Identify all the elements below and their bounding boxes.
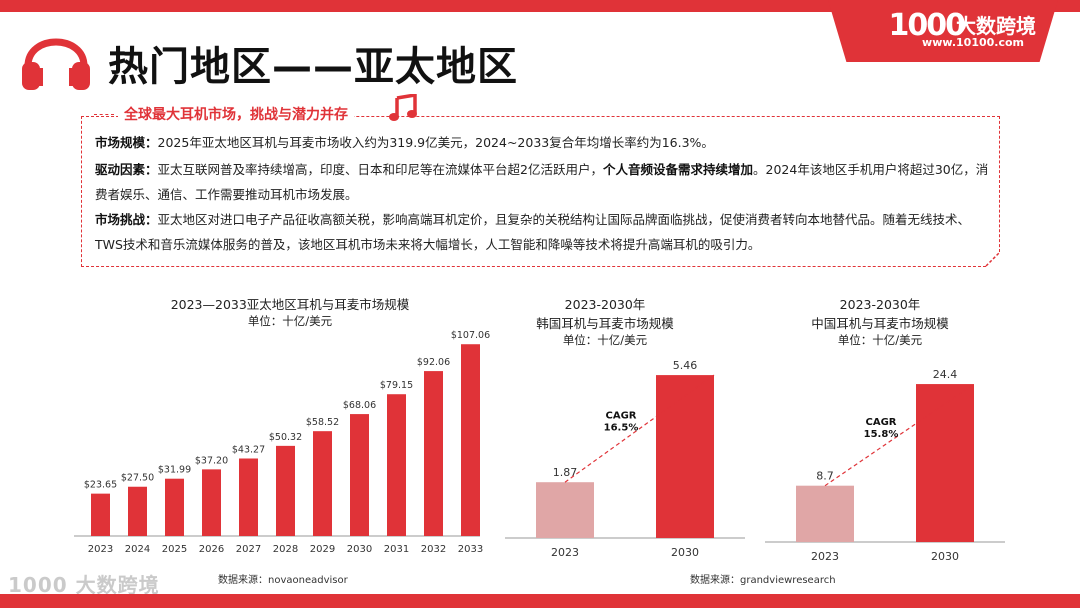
callout-box-bottom	[81, 266, 986, 267]
chart1-data-label: $50.32	[269, 432, 302, 443]
chart1-subtitle: 单位：十亿/美元	[247, 314, 333, 328]
callout-fold-corner	[985, 251, 1001, 267]
chart3-title: 2023-2030年	[839, 297, 921, 312]
label-challenges: 市场挑战	[95, 212, 146, 227]
chart1-tick-label: 2029	[310, 544, 335, 555]
chart1-bar-2033	[461, 344, 480, 536]
callout-dash-left	[94, 114, 114, 115]
chart1-tick-label: 2032	[421, 544, 446, 555]
chart1-title: 2023—2033亚太地区耳机与耳麦市场规模	[170, 297, 410, 312]
text-challenges: 亚太地区对进口电子产品征收高额关税，影响高端耳机定价，且复杂的关税结构让国际品牌…	[95, 212, 971, 252]
label-drivers: 驱动因素	[95, 162, 146, 177]
chart1-title-block: 2023—2033亚太地区耳机与耳麦市场规模 单位：十亿/美元	[80, 294, 500, 329]
chart3-trend-line	[824, 383, 975, 487]
chart1-tick-label: 2028	[273, 544, 298, 555]
chart3-bar-2030	[916, 384, 974, 542]
chart2-data-label: 5.46	[673, 359, 698, 372]
chart1-bar-2025	[165, 478, 184, 536]
chart1-apac-market: $23.65 2023 $27.50 2024 $31.99 2025 $37.20 2026…	[74, 330, 490, 555]
chart3-tick-label: 2030	[931, 550, 959, 563]
chart1-data-label: $58.52	[306, 417, 339, 428]
chart2-trend-line	[564, 374, 715, 483]
chart3-cagr-value: 15.8%	[864, 429, 899, 440]
label-sep: ：	[145, 162, 158, 177]
chart1-data-label: $68.06	[343, 400, 376, 411]
chart3-subtitle: 单位：十亿/美元	[837, 333, 923, 347]
label-sep: ：	[145, 212, 158, 227]
chart1-tick-label: 2031	[384, 544, 409, 555]
paragraph-drivers: 驱动因素：亚太互联网普及率持续增高，印度、日本和印尼等在流媒体平台超2亿活跃用户…	[95, 157, 990, 207]
music-note-icon	[389, 94, 417, 121]
section-title: 全球最大耳机市场，挑战与潜力并存	[118, 104, 354, 124]
chart1-tick-label: 2033	[458, 544, 483, 555]
brand-logo-mark: 1000	[888, 8, 966, 43]
brand-url: www.10100.com	[922, 36, 1024, 49]
brand-tab	[828, 0, 1058, 62]
chart2-title-block: 2023-2030年 韩国耳机与耳麦市场规模 单位：十亿/美元	[505, 294, 705, 348]
chart1-bar-2032	[424, 371, 443, 536]
chart1-data-label: $37.20	[195, 455, 228, 466]
chart1-bar-2027	[239, 458, 258, 536]
chart2-cagr-label: CAGR	[606, 411, 637, 422]
chart1-bar-2029	[313, 431, 332, 536]
chart1-tick-label: 2027	[236, 544, 261, 555]
chart3-bar-2023	[796, 485, 854, 542]
chart1-data-label: $27.50	[121, 473, 154, 484]
headphone-icon	[22, 38, 90, 90]
chart1-bar-2024	[128, 486, 147, 536]
top-accent-bar	[0, 0, 1080, 12]
page-title: 热门地区——亚太地区	[108, 44, 518, 90]
chart1-tick-label: 2023	[88, 544, 113, 555]
chart1-tick-label: 2030	[347, 544, 372, 555]
label-sep: ：	[145, 135, 158, 150]
chart2-cagr-value: 16.5%	[604, 423, 639, 434]
chart3-data-label: 24.4	[933, 368, 958, 381]
text-drivers-a: 亚太互联网普及率持续增高，印度、日本和印尼等在流媒体平台超2亿活跃用户，	[157, 162, 603, 177]
chart1-data-label: $79.15	[380, 380, 413, 391]
text-market-size: 2025年亚太地区耳机与耳麦市场收入约为319.9亿美元，2024~2033复合…	[157, 135, 714, 150]
chart1-bar-2031	[387, 394, 406, 536]
chart1-data-label: $43.27	[232, 444, 265, 455]
chart2-bar-2023	[536, 482, 594, 538]
chart3-title2: 中国耳机与耳麦市场规模	[811, 316, 949, 331]
chart1-source: 数据来源：novaoneadvisor	[218, 575, 348, 586]
chart2-subtitle: 单位：十亿/美元	[562, 333, 648, 347]
chart2-title: 2023-2030年	[564, 297, 646, 312]
paragraph-market-size: 市场规模：2025年亚太地区耳机与耳麦市场收入约为319.9亿美元，2024~2…	[95, 130, 990, 155]
source-right: 数据来源：grandviewresearch	[690, 575, 836, 586]
label-market-size: 市场规模	[95, 135, 146, 150]
chart3-cagr-label: CAGR	[866, 417, 897, 428]
chart1-bar-2030	[350, 414, 369, 536]
chart1-tick-label: 2026	[199, 544, 224, 555]
chart3-title-block: 2023-2030年 中国耳机与耳麦市场规模 单位：十亿/美元	[780, 294, 980, 348]
chart1-data-label: $107.06	[451, 330, 490, 341]
chart2-tick-label: 2030	[671, 546, 699, 559]
chart1-bar-2028	[276, 445, 295, 536]
chart2-data-label: 1.87	[553, 466, 578, 479]
bottom-accent-bar	[0, 594, 1080, 608]
text-drivers-b: 。2024年该地区手机用户将超过30亿，消费者娱乐、通信、工作需要推动耳机市场发…	[95, 162, 989, 202]
chart1-tick-label: 2024	[125, 544, 150, 555]
paragraph-challenges: 市场挑战：亚太地区对进口电子产品征收高额关税，影响高端耳机定价，且复杂的关税结构…	[95, 207, 990, 257]
callout-box-right	[999, 116, 1000, 252]
chart2-title2: 韩国耳机与耳麦市场规模	[536, 316, 674, 331]
chart3-tick-label: 2023	[811, 550, 839, 563]
chart1-bar-2026	[202, 469, 221, 536]
chart1-data-label: $92.06	[417, 357, 450, 368]
brand-name: 大数跨境	[956, 14, 1036, 38]
watermark: 1000 大数跨境	[8, 573, 160, 597]
text-drivers-bold: 个人音频设备需求持续增加	[603, 162, 754, 177]
chart1-tick-label: 2025	[162, 544, 187, 555]
chart2-bar-2030	[656, 375, 714, 538]
chart1-data-label: $31.99	[158, 465, 191, 476]
chart1-bar-2023	[91, 493, 110, 536]
chart2-tick-label: 2023	[551, 546, 579, 559]
chart3-data-label: 8.7	[816, 470, 834, 483]
chart1-data-label: $23.65	[84, 480, 117, 491]
callout-box	[81, 116, 1000, 267]
